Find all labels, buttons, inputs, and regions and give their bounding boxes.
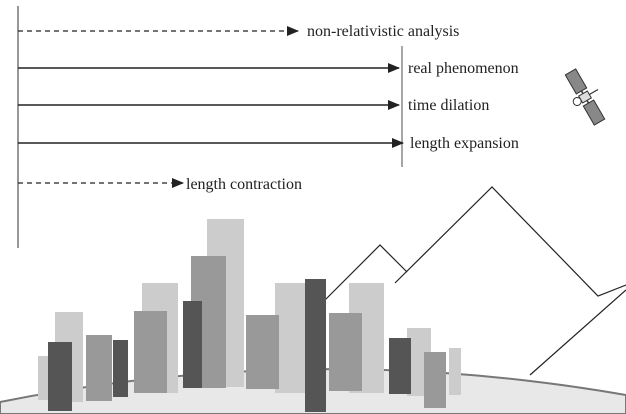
label-non-relativistic: non-relativistic analysis xyxy=(307,23,459,40)
building xyxy=(449,348,461,395)
building xyxy=(183,301,202,388)
building xyxy=(329,313,362,391)
label-length-expansion: length expansion xyxy=(410,135,519,152)
building xyxy=(86,335,112,401)
building xyxy=(246,315,279,389)
label-time-dilation: time dilation xyxy=(408,97,489,114)
satellite-icon xyxy=(564,68,606,126)
label-real-phenomenon: real phenomenon xyxy=(408,60,519,77)
building xyxy=(48,342,72,411)
building xyxy=(424,352,446,408)
building xyxy=(113,340,128,397)
mountain-outline xyxy=(324,186,626,376)
city-buildings xyxy=(38,219,461,412)
building xyxy=(134,311,167,393)
building xyxy=(305,279,326,412)
label-length-contraction: length contraction xyxy=(186,176,302,193)
building xyxy=(389,338,411,394)
